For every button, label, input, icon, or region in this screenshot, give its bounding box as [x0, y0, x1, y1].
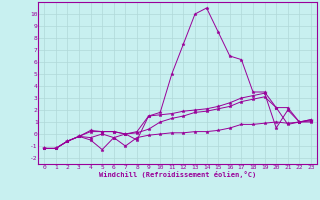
X-axis label: Windchill (Refroidissement éolien,°C): Windchill (Refroidissement éolien,°C)	[99, 171, 256, 178]
